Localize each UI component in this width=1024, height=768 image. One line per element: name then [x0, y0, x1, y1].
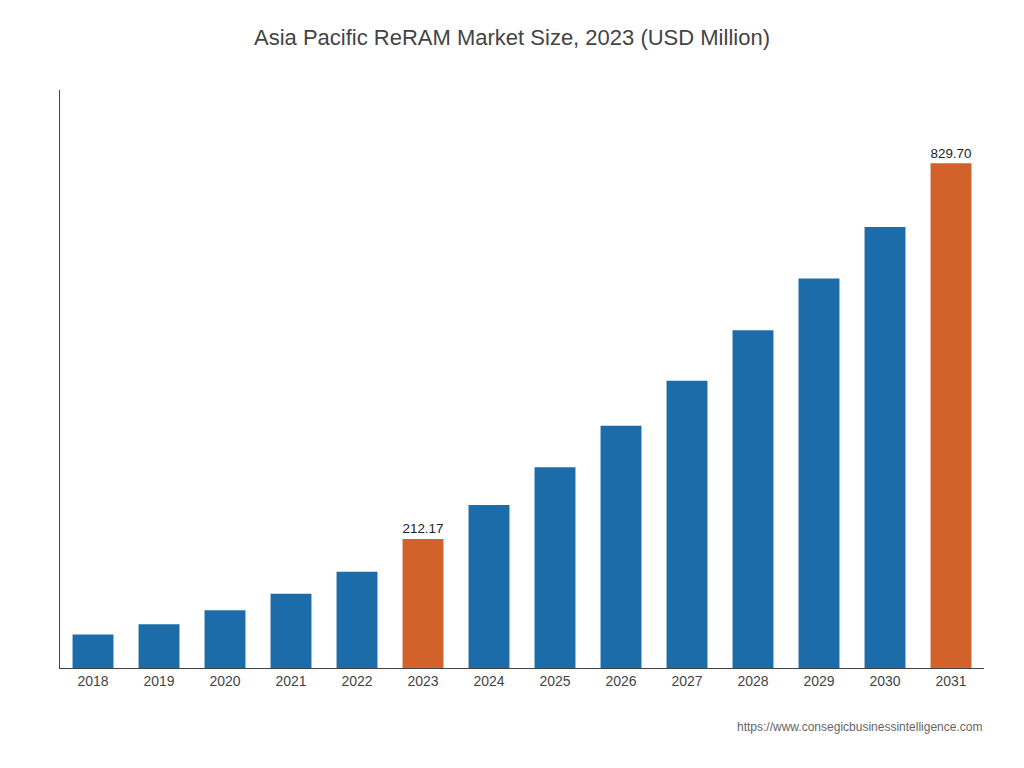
svg-text:2023: 2023 [407, 673, 438, 689]
svg-text:2022: 2022 [341, 673, 372, 689]
svg-text:2030: 2030 [869, 673, 900, 689]
svg-text:Asia Pacific ReRAM Market Size: Asia Pacific ReRAM Market Size, 2023 (US… [254, 25, 770, 50]
svg-text:2031: 2031 [935, 673, 966, 689]
svg-text:2026: 2026 [605, 673, 636, 689]
svg-text:2020: 2020 [209, 673, 240, 689]
svg-text:2021: 2021 [275, 673, 306, 689]
svg-text:212.17: 212.17 [403, 521, 444, 536]
svg-text:2028: 2028 [737, 673, 768, 689]
svg-text:2019: 2019 [143, 673, 174, 689]
svg-text:2029: 2029 [803, 673, 834, 689]
svg-text:https://www.consegicbusinessin: https://www.consegicbusinessintelligence… [737, 720, 982, 734]
svg-text:2024: 2024 [473, 673, 504, 689]
svg-text:2018: 2018 [77, 673, 108, 689]
svg-text:2027: 2027 [671, 673, 702, 689]
svg-text:2025: 2025 [539, 673, 570, 689]
svg-text:829.70: 829.70 [931, 146, 972, 161]
